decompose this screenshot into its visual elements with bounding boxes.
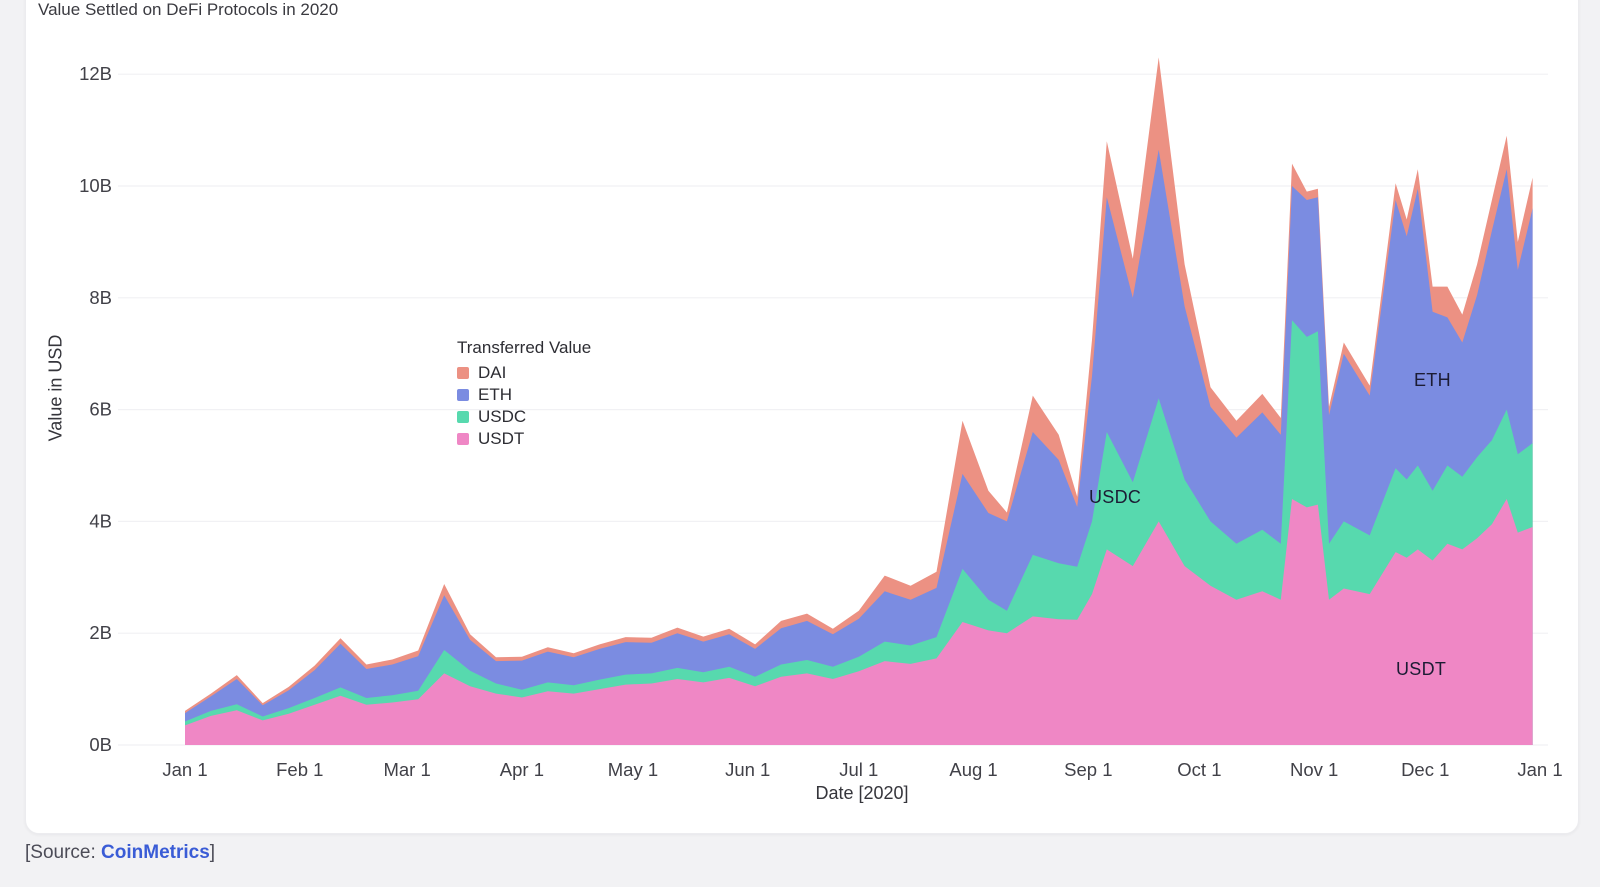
source-link[interactable]: CoinMetrics	[101, 842, 210, 863]
annotation-usdt: USDT	[1396, 659, 1447, 679]
legend-items: DAI ETH USDC USDT	[457, 362, 591, 450]
legend-item-usdc: USDC	[457, 406, 591, 428]
y-axis-title: Value in USD	[45, 334, 66, 442]
source-prefix: [Source:	[25, 842, 102, 863]
source-line: [Source: CoinMetrics]	[25, 842, 215, 864]
legend-swatch-usdt	[457, 433, 469, 445]
legend-swatch-usdc	[457, 411, 469, 423]
x-axis-title: Date [2020]	[815, 783, 909, 803]
legend: Transferred Value DAI ETH USDC USDT	[457, 338, 591, 450]
legend-label: ETH	[478, 385, 512, 404]
legend-label: USDC	[478, 407, 527, 426]
legend-swatch-eth	[457, 389, 469, 401]
source-suffix: ]	[209, 842, 216, 863]
legend-item-usdt: USDT	[457, 428, 591, 450]
legend-item-eth: ETH	[457, 384, 591, 406]
legend-swatch-dai	[457, 367, 469, 379]
legend-label: USDT	[478, 429, 525, 448]
chart-card	[25, 0, 1579, 834]
chart-title: Value Settled on DeFi Protocols in 2020	[38, 0, 339, 19]
annotation-eth: ETH	[1414, 370, 1451, 390]
annotation-usdc: USDC	[1089, 487, 1142, 507]
legend-label: DAI	[478, 363, 507, 382]
legend-item-dai: DAI	[457, 362, 591, 384]
legend-title: Transferred Value	[457, 338, 592, 357]
